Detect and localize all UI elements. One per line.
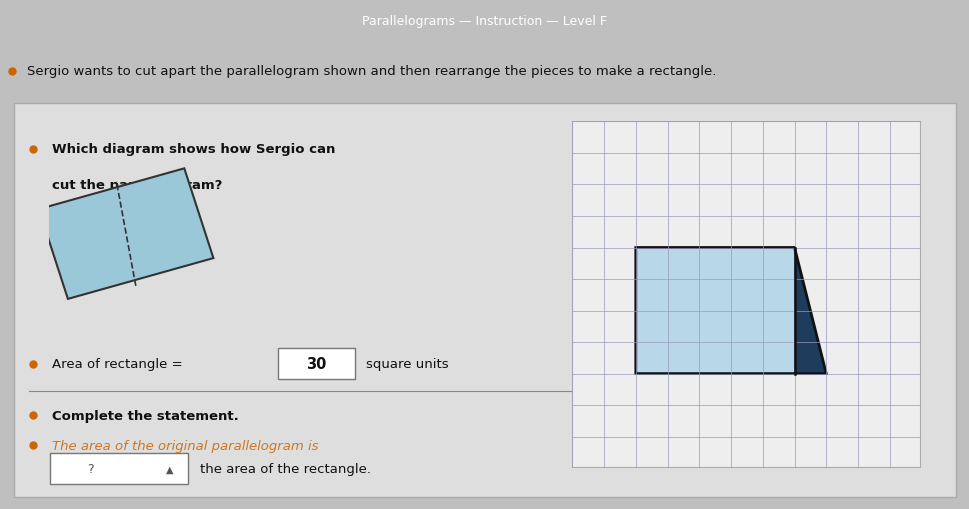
Text: Complete the statement.: Complete the statement. xyxy=(52,409,239,422)
Polygon shape xyxy=(635,248,794,374)
Polygon shape xyxy=(794,248,826,374)
Text: ▲: ▲ xyxy=(166,464,173,474)
Polygon shape xyxy=(39,169,213,299)
FancyBboxPatch shape xyxy=(49,453,188,484)
Text: 30: 30 xyxy=(306,356,327,371)
Text: cut the parallelogram?: cut the parallelogram? xyxy=(52,179,223,192)
FancyBboxPatch shape xyxy=(277,348,355,379)
Text: Which diagram shows how Sergio can: Which diagram shows how Sergio can xyxy=(52,143,335,156)
Text: square units: square units xyxy=(365,357,449,371)
FancyBboxPatch shape xyxy=(15,104,954,497)
Text: Sergio wants to cut apart the parallelogram shown and then rearrange the pieces : Sergio wants to cut apart the parallelog… xyxy=(27,65,716,78)
Text: the area of the rectangle.: the area of the rectangle. xyxy=(200,462,370,475)
Text: Area of rectangle =: Area of rectangle = xyxy=(52,357,183,371)
Text: Parallelograms — Instruction — Level F: Parallelograms — Instruction — Level F xyxy=(362,15,607,28)
FancyBboxPatch shape xyxy=(572,122,921,468)
Text: ?: ? xyxy=(87,462,94,475)
Text: The area of the original parallelogram is: The area of the original parallelogram i… xyxy=(52,439,319,451)
